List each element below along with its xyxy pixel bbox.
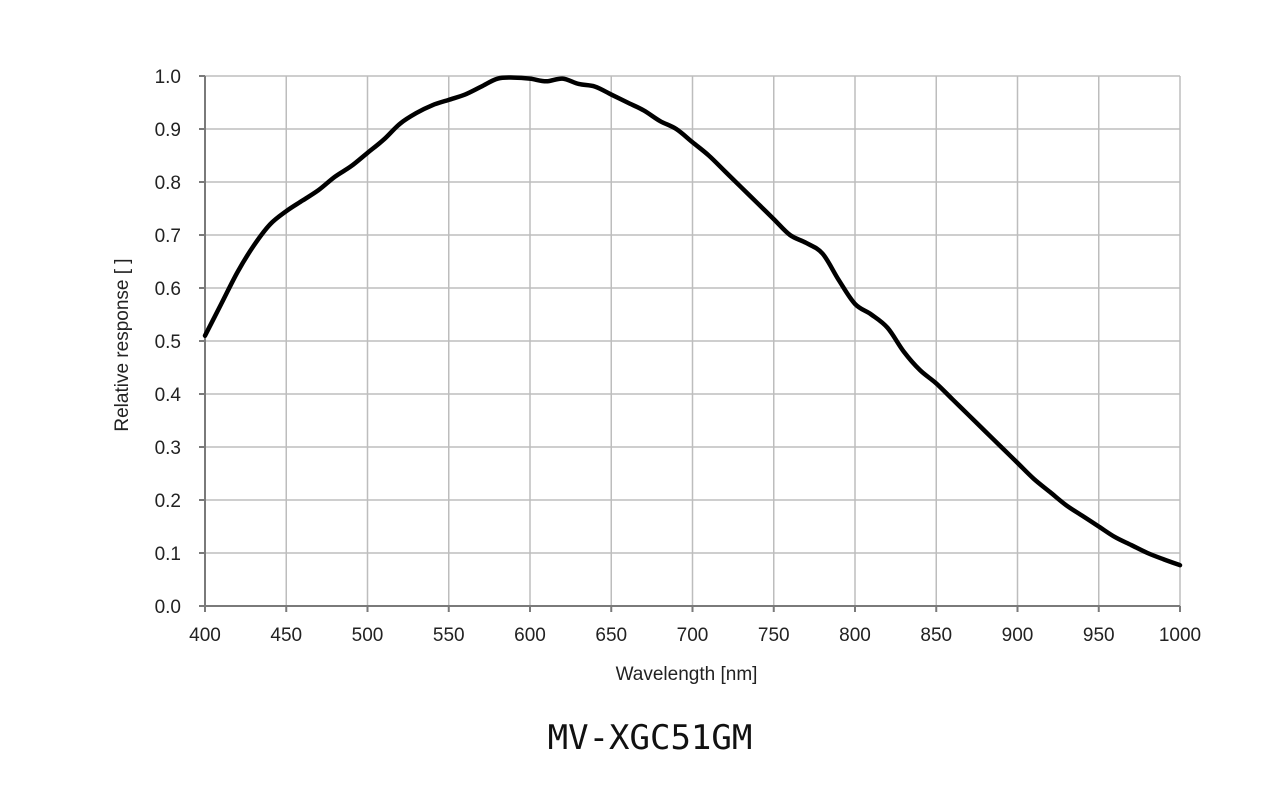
x-tick-label: 600 (514, 625, 546, 646)
y-tick-label: 0.6 (155, 279, 181, 300)
x-tick-label: 950 (1083, 625, 1115, 646)
x-tick-label: 650 (595, 625, 627, 646)
axes (199, 75, 1181, 612)
x-tick-labels: 400 450 500 550 600 650 700 750 800 850 900 950 1000 (189, 625, 1201, 646)
chart-caption: MV-XGC51GM (547, 718, 753, 758)
x-tick-label: 1000 (1159, 625, 1201, 646)
y-tick-label: 0.1 (155, 544, 181, 565)
response-curve (202, 75, 1183, 568)
series-group (202, 75, 1183, 568)
y-tick-label: 0.5 (155, 332, 181, 353)
grid (204, 75, 1181, 607)
y-tick-label: 1.0 (155, 67, 181, 88)
y-tick-label: 0.8 (155, 173, 181, 194)
x-tick-label: 550 (433, 625, 465, 646)
x-tick-label: 450 (270, 625, 302, 646)
y-tick-label: 0.7 (155, 226, 181, 247)
y-tick-label: 0.3 (155, 438, 181, 459)
x-tick-label: 850 (920, 625, 952, 646)
y-tick-label: 0.0 (155, 597, 181, 618)
x-tick-label: 700 (677, 625, 709, 646)
y-tick-label: 0.9 (155, 120, 181, 141)
x-tick-label: 900 (1002, 625, 1034, 646)
y-tick-label: 0.2 (155, 491, 181, 512)
x-tick-label: 400 (189, 625, 221, 646)
x-tick-label: 800 (839, 625, 871, 646)
x-tick-label: 750 (758, 625, 790, 646)
x-tick-label: 500 (352, 625, 384, 646)
x-axis-label: Wavelength [nm] (616, 664, 758, 685)
y-tick-labels: 0.0 0.1 0.2 0.3 0.4 0.5 0.6 0.7 0.8 0.9 1.0 (155, 67, 182, 618)
y-axis-label: Relative response [ ] (112, 258, 133, 431)
y-tick-label: 0.4 (155, 385, 182, 406)
